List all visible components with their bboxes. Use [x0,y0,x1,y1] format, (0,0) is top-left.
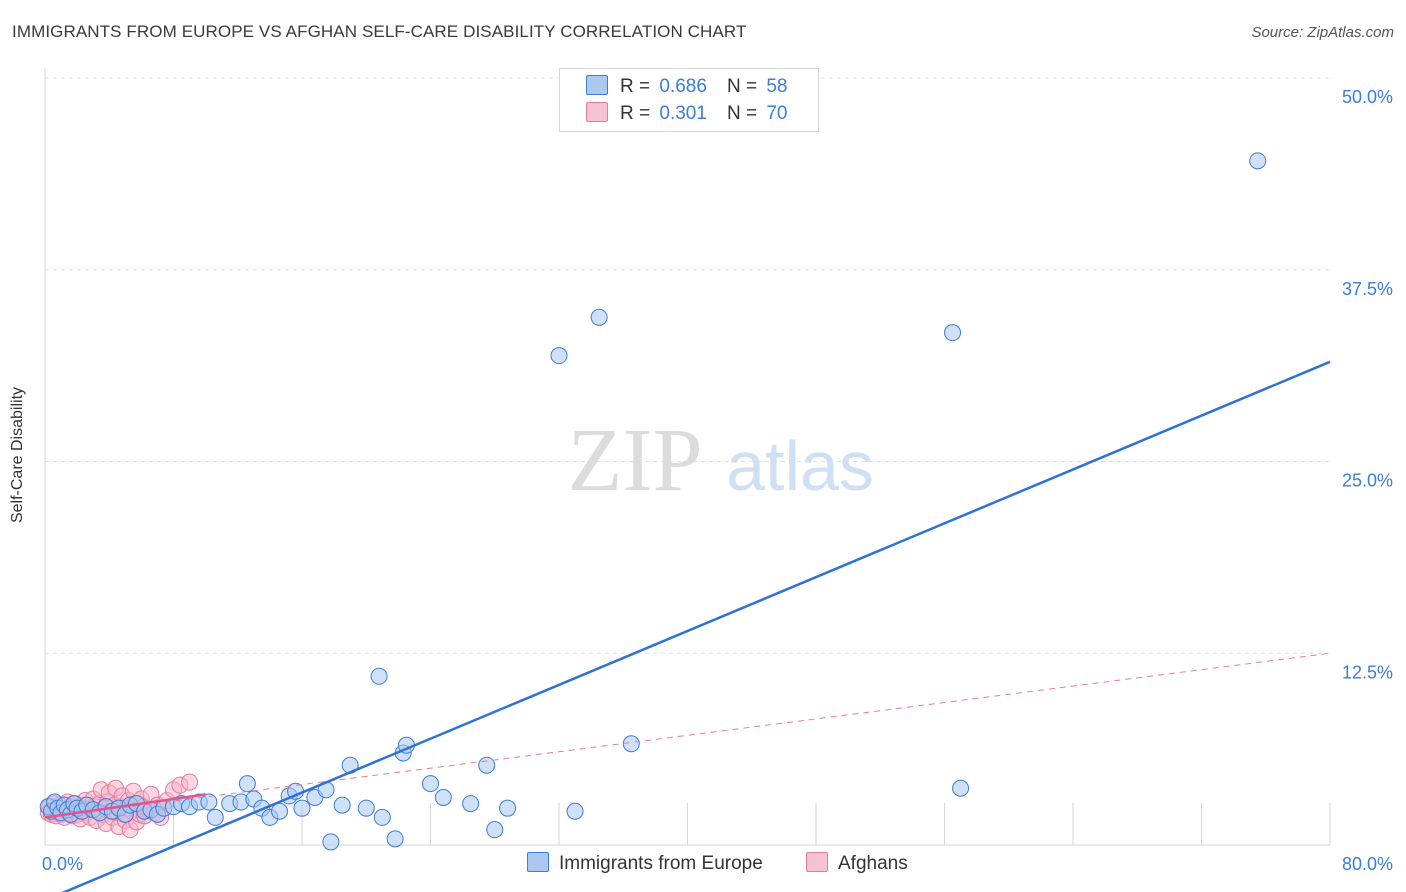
europe-point-43 [333,796,351,814]
legend-swatch-afghans [586,102,608,122]
legend-swatch-europe [586,75,608,95]
europe-point-62 [952,779,970,797]
afghans-point-69 [181,773,199,791]
europe-point-45 [357,799,375,817]
watermark: ZIP atlas [568,411,874,510]
chart-source: Source: ZipAtlas.com [1251,24,1394,41]
bottom-legend-europe: Immigrants from Europe [527,852,763,875]
chart-title: IMMIGRANTS FROM EUROPE VS AFGHAN SELF-CA… [12,22,747,41]
europe-point-51 [422,775,439,793]
europe-trend-line [61,360,1331,892]
europe-point-57 [550,347,568,365]
y-tick-label-1: 25.0% [1342,471,1393,491]
legend-r-europe: 0.686 [659,76,707,97]
europe-point-28 [200,793,218,811]
bottom-swatch-afghans [806,852,828,872]
legend-row-afghans: R = 0.301 N = 70 [586,102,787,128]
bottom-swatch-europe [527,852,549,872]
legend-n-europe: 58 [766,76,788,97]
europe-point-42 [322,833,340,851]
europe-point-59 [590,308,608,326]
europe-point-63 [1249,152,1267,170]
europe-point-48 [386,830,404,848]
europe-point-61 [944,324,962,342]
x-tick-label-1: 80.0% [1342,854,1393,874]
europe-point-60 [622,735,640,753]
europe-points [39,152,1267,851]
stats-legend: R = 0.686 N = 58 R = 0.301 N = 70 [559,68,819,132]
bottom-legend-afghans: Afghans [806,852,908,875]
legend-r-afghans: 0.301 [659,103,707,124]
europe-point-32 [238,775,256,793]
trend-lines [44,360,1331,892]
y-tick-label-2: 37.5% [1342,279,1393,299]
watermark-zip: ZIP [568,411,703,510]
watermark-atlas: atlas [726,427,874,505]
europe-point-54 [478,756,496,774]
europe-point-56 [499,799,517,817]
europe-point-29 [206,808,224,826]
afghans-trend-extension [44,652,1331,818]
legend-n-afghans: 70 [766,103,788,124]
legend-row-europe: R = 0.686 N = 58 [586,75,787,101]
afghans-trend-line [44,793,206,819]
europe-point-39 [293,799,311,817]
europe-point-46 [370,667,388,685]
europe-point-53 [462,795,480,813]
x-tick-label-0: 0.0% [42,854,83,874]
y-tick-label-3: 50.0% [1342,87,1393,107]
y-tick-label-0: 12.5% [1342,662,1393,682]
europe-point-52 [434,788,452,806]
tick-labels: 12.5% 25.0% 37.5% 50.0% 0.0% 80.0% [42,87,1393,874]
europe-point-58 [566,802,584,820]
europe-point-55 [486,821,504,839]
europe-point-47 [373,808,391,826]
